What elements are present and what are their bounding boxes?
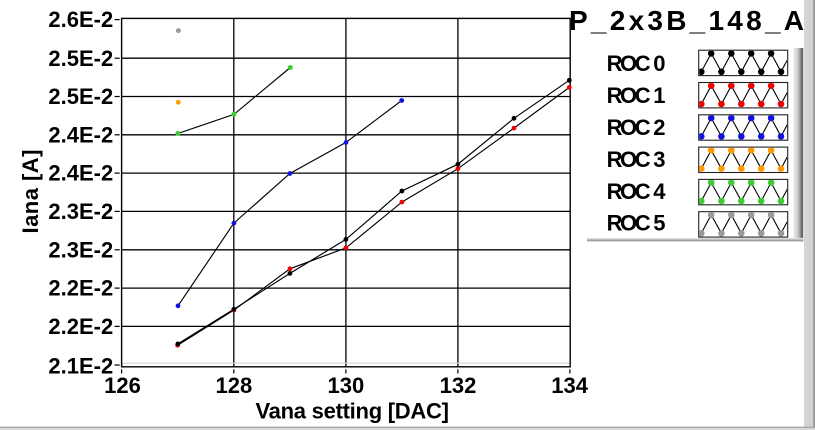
- svg-text:128: 128: [216, 373, 253, 398]
- svg-text:132: 132: [440, 373, 477, 398]
- svg-text:5: 5: [653, 211, 665, 236]
- svg-text:2.2E-2: 2.2E-2: [48, 314, 113, 339]
- svg-text:4: 4: [653, 179, 666, 204]
- svg-text:2.6E-2: 2.6E-2: [48, 7, 113, 32]
- svg-text:ROC: ROC: [607, 83, 651, 108]
- svg-text:Iana [A]: Iana [A]: [18, 150, 43, 234]
- svg-text:2.3E-2: 2.3E-2: [48, 199, 113, 224]
- svg-text:2.5E-2: 2.5E-2: [48, 46, 113, 71]
- svg-text:1: 1: [653, 83, 665, 108]
- svg-text:130: 130: [328, 373, 365, 398]
- svg-text:0: 0: [653, 51, 665, 76]
- svg-text:Vana setting [DAC]: Vana setting [DAC]: [255, 398, 449, 423]
- svg-text:2: 2: [653, 115, 665, 140]
- svg-text:134: 134: [551, 373, 588, 398]
- svg-text:2.3E-2: 2.3E-2: [48, 237, 113, 262]
- svg-text:ROC: ROC: [607, 115, 651, 140]
- svg-text:3: 3: [653, 147, 665, 172]
- svg-text:ROC: ROC: [607, 51, 651, 76]
- svg-text:126: 126: [104, 373, 141, 398]
- svg-text:2.4E-2: 2.4E-2: [48, 161, 113, 186]
- svg-text:2.4E-2: 2.4E-2: [48, 122, 113, 147]
- svg-text:2.1E-2: 2.1E-2: [48, 354, 113, 379]
- svg-text:2.2E-2: 2.2E-2: [48, 276, 113, 301]
- svg-text:ROC: ROC: [607, 147, 651, 172]
- svg-text:2.5E-2: 2.5E-2: [48, 84, 113, 109]
- svg-text:ROC: ROC: [607, 211, 651, 236]
- svg-text:ROC: ROC: [607, 179, 651, 204]
